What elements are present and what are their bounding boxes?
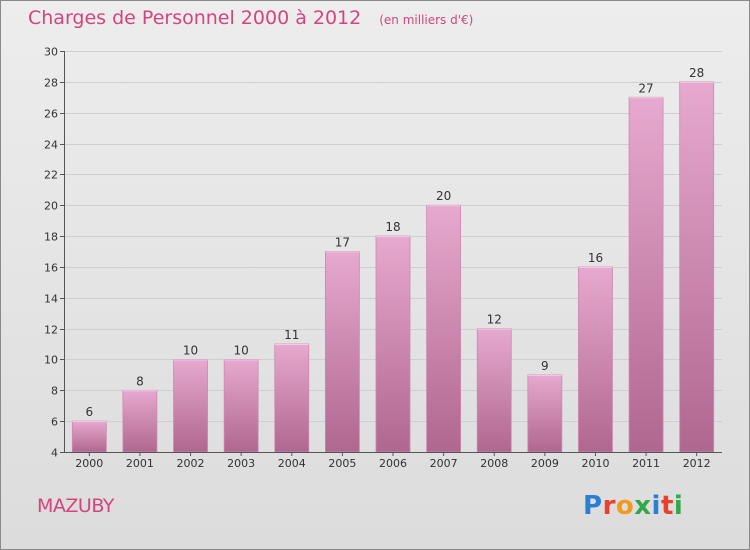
bar	[71, 420, 107, 453]
data-label: 27	[638, 81, 653, 95]
y-tick-label: 20	[44, 200, 58, 213]
x-tick-label: 2012	[683, 457, 711, 470]
bar	[679, 81, 715, 453]
y-tick-label: 10	[44, 354, 58, 367]
y-tick-label: 18	[44, 231, 58, 244]
x-tick-label: 2007	[430, 457, 458, 470]
x-tick-label: 2008	[480, 457, 508, 470]
y-tick-label: 12	[44, 324, 58, 337]
y-tick-label: 16	[44, 262, 58, 275]
logo-letter: o	[615, 491, 635, 521]
data-label: 10	[234, 343, 249, 357]
data-label: 9	[541, 359, 549, 373]
y-tick-label: 8	[51, 385, 58, 398]
axes: 4 6 8 10 12 14 16 18 20 22 24 26 28 30 2000 2001 2002 200…	[44, 46, 722, 470]
chart-subtitle: (en milliers d'€)	[379, 13, 474, 27]
logo-letter: i	[651, 491, 661, 521]
data-label: 17	[335, 236, 350, 250]
bar	[375, 235, 411, 453]
bar	[223, 359, 259, 453]
chart-title: Charges de Personnel 2000 à 2012	[28, 7, 362, 29]
data-label: 11	[284, 328, 299, 342]
bar	[426, 204, 462, 453]
data-label: 18	[385, 220, 400, 234]
x-tick-label: 2002	[177, 457, 205, 470]
commune-name: MAZUBY	[37, 495, 114, 517]
x-tick-label: 2009	[531, 457, 559, 470]
bar	[173, 359, 208, 453]
bar	[628, 96, 664, 453]
logo-letter: i	[673, 491, 684, 521]
logo-letter: x	[634, 491, 652, 521]
y-tick-label: 22	[44, 169, 58, 182]
bar	[324, 251, 360, 453]
data-label: 12	[487, 313, 502, 327]
x-tick-label: 2005	[328, 457, 356, 470]
x-tick-label: 2000	[75, 457, 103, 470]
x-tick-label: 2011	[632, 457, 660, 470]
x-tick-label: 2006	[379, 457, 407, 470]
y-tick-label: 24	[44, 139, 58, 152]
data-label: 16	[588, 251, 603, 265]
bar	[122, 389, 158, 453]
data-labels: 6 8 10 10 11 17 18 20 12 9 16 27 28	[85, 66, 704, 419]
x-tick-label: 2010	[581, 457, 609, 470]
y-tick-label: 30	[44, 46, 58, 59]
bar	[578, 266, 613, 453]
logo-letter: t	[660, 491, 674, 521]
proxiti-logo: Proxiti	[583, 491, 683, 521]
y-tick-label: 14	[44, 293, 58, 306]
title-row: Charges de Personnel 2000 à 2012 (en mill…	[28, 7, 473, 29]
data-label: 6	[85, 405, 93, 419]
logo-letter: r	[602, 491, 616, 521]
y-tick-label: 26	[44, 108, 58, 121]
logo-letter: P	[583, 491, 603, 521]
data-label: 28	[689, 66, 704, 80]
data-label: 10	[183, 343, 198, 357]
bar	[274, 343, 310, 453]
bars	[71, 81, 715, 453]
y-tick-label: 4	[51, 447, 58, 460]
bar	[476, 328, 512, 453]
data-label: 8	[136, 374, 144, 388]
x-tick-label: 2001	[126, 457, 154, 470]
x-tick-label: 2003	[227, 457, 255, 470]
data-label: 20	[436, 189, 451, 203]
y-tick-label: 28	[44, 77, 58, 90]
y-tick-label: 6	[51, 416, 58, 429]
bar	[527, 374, 563, 453]
x-tick-label: 2004	[278, 457, 306, 470]
